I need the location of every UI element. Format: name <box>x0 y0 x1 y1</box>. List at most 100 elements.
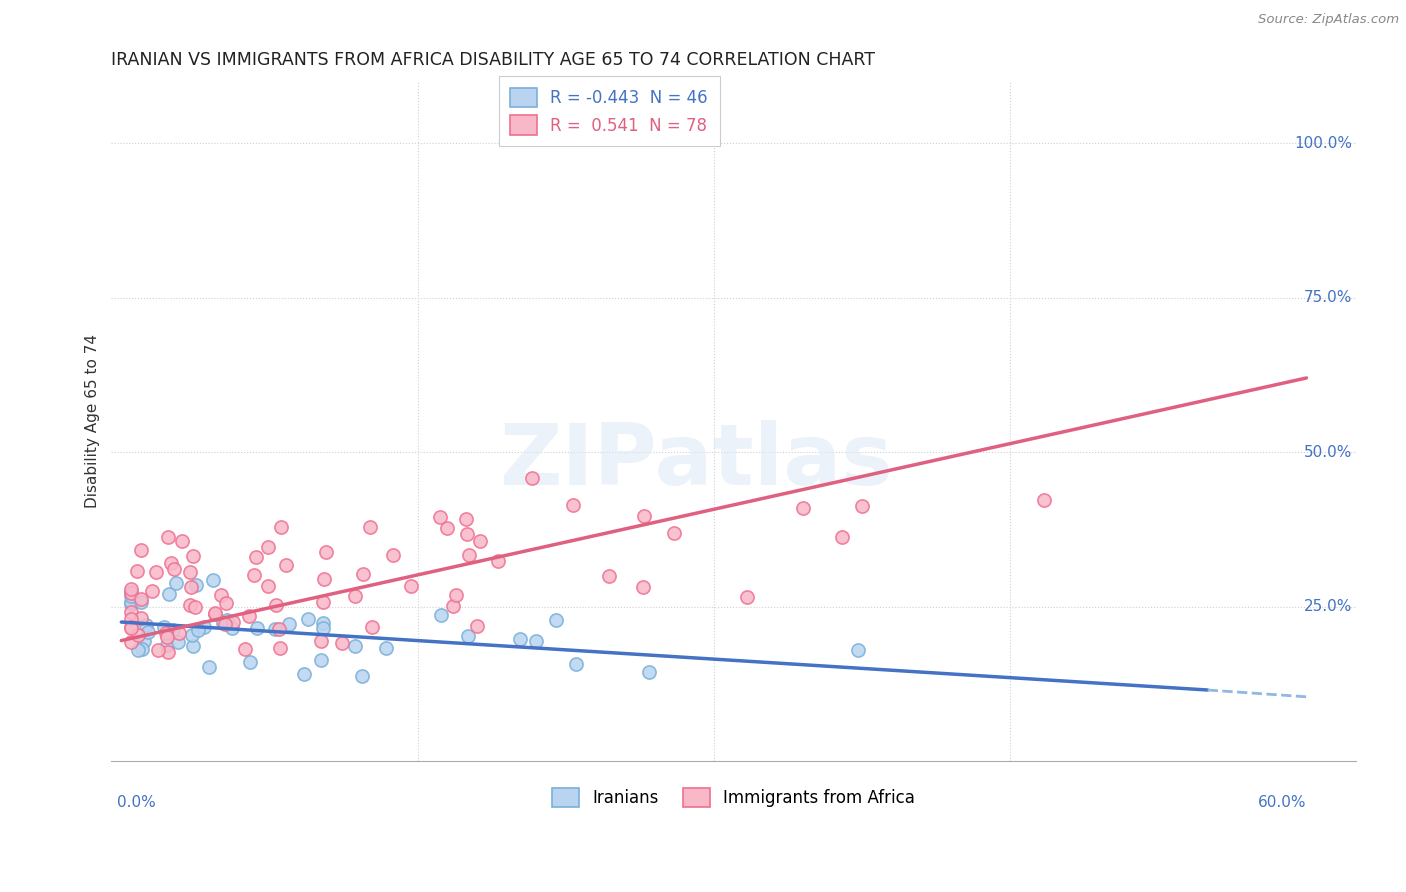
Point <box>212 615 235 630</box>
Point <box>344 640 367 654</box>
Point <box>297 612 319 626</box>
Point <box>215 613 238 627</box>
Point <box>359 520 381 534</box>
Point <box>264 622 287 636</box>
Point <box>179 598 201 612</box>
Point <box>131 595 153 609</box>
Point <box>180 580 202 594</box>
Point <box>562 498 585 512</box>
Text: 100.0%: 100.0% <box>1294 136 1353 151</box>
Point <box>309 633 332 648</box>
Point <box>274 558 297 572</box>
Point <box>344 589 367 603</box>
Point <box>239 655 262 669</box>
Point <box>156 630 179 644</box>
Point <box>136 625 159 640</box>
Point <box>152 620 174 634</box>
Point <box>167 626 190 640</box>
Point <box>1032 493 1054 508</box>
Point <box>157 645 180 659</box>
Point <box>444 588 467 602</box>
Point <box>846 642 869 657</box>
Point <box>633 580 655 594</box>
Point <box>127 564 149 578</box>
Point <box>157 587 180 601</box>
Point <box>120 597 142 611</box>
Point <box>524 634 547 648</box>
Point <box>186 578 208 592</box>
Point <box>120 586 142 600</box>
Point <box>242 567 264 582</box>
Point <box>120 612 142 626</box>
Point <box>129 543 152 558</box>
Text: 50.0%: 50.0% <box>1303 444 1353 459</box>
Point <box>381 548 404 562</box>
Point <box>131 592 153 607</box>
Point <box>141 584 163 599</box>
Y-axis label: Disability Age 65 to 74: Disability Age 65 to 74 <box>86 334 100 508</box>
Point <box>156 638 179 652</box>
Point <box>309 653 332 667</box>
Point <box>120 620 142 634</box>
Point <box>257 541 280 555</box>
Text: 60.0%: 60.0% <box>1258 795 1306 810</box>
Point <box>457 629 479 643</box>
Point <box>245 549 267 564</box>
Point <box>214 617 236 632</box>
Text: ZIPatlas: ZIPatlas <box>499 420 893 503</box>
Point <box>456 527 478 541</box>
Point <box>598 569 620 583</box>
Point <box>222 615 245 630</box>
Point <box>181 549 204 564</box>
Text: 25.0%: 25.0% <box>1303 599 1353 614</box>
Point <box>120 635 142 649</box>
Point <box>129 610 152 624</box>
Point <box>120 585 142 599</box>
Point <box>465 618 488 632</box>
Point <box>166 634 188 648</box>
Point <box>155 626 177 640</box>
Point <box>204 607 226 621</box>
Point <box>429 607 451 622</box>
Point <box>564 657 586 672</box>
Point <box>127 642 149 657</box>
Point <box>221 621 243 635</box>
Point <box>170 534 193 549</box>
Point <box>215 596 238 610</box>
Point <box>792 501 814 516</box>
Point <box>664 526 686 541</box>
Point <box>162 623 184 637</box>
Point <box>270 519 292 533</box>
Point <box>352 668 374 682</box>
Point <box>486 554 509 568</box>
Point <box>330 635 353 649</box>
Point <box>202 573 225 587</box>
Point <box>146 643 169 657</box>
Point <box>179 566 201 580</box>
Point <box>193 620 215 634</box>
Point <box>131 641 153 656</box>
Text: Source: ZipAtlas.com: Source: ZipAtlas.com <box>1258 13 1399 27</box>
Point <box>163 562 186 576</box>
Point <box>184 600 207 615</box>
Point <box>159 556 181 570</box>
Point <box>470 534 492 549</box>
Point <box>269 640 291 655</box>
Legend: Iranians, Immigrants from Africa: Iranians, Immigrants from Africa <box>546 781 922 814</box>
Point <box>441 599 464 613</box>
Point <box>257 579 280 593</box>
Point <box>204 606 226 620</box>
Point <box>360 620 382 634</box>
Point <box>181 628 204 642</box>
Point <box>352 567 374 582</box>
Point <box>737 591 759 605</box>
Point <box>264 599 287 613</box>
Point <box>292 666 315 681</box>
Point <box>312 595 335 609</box>
Point <box>456 512 478 526</box>
Point <box>198 660 221 674</box>
Point <box>120 605 142 619</box>
Point <box>120 582 142 596</box>
Point <box>429 509 451 524</box>
Point <box>315 544 337 558</box>
